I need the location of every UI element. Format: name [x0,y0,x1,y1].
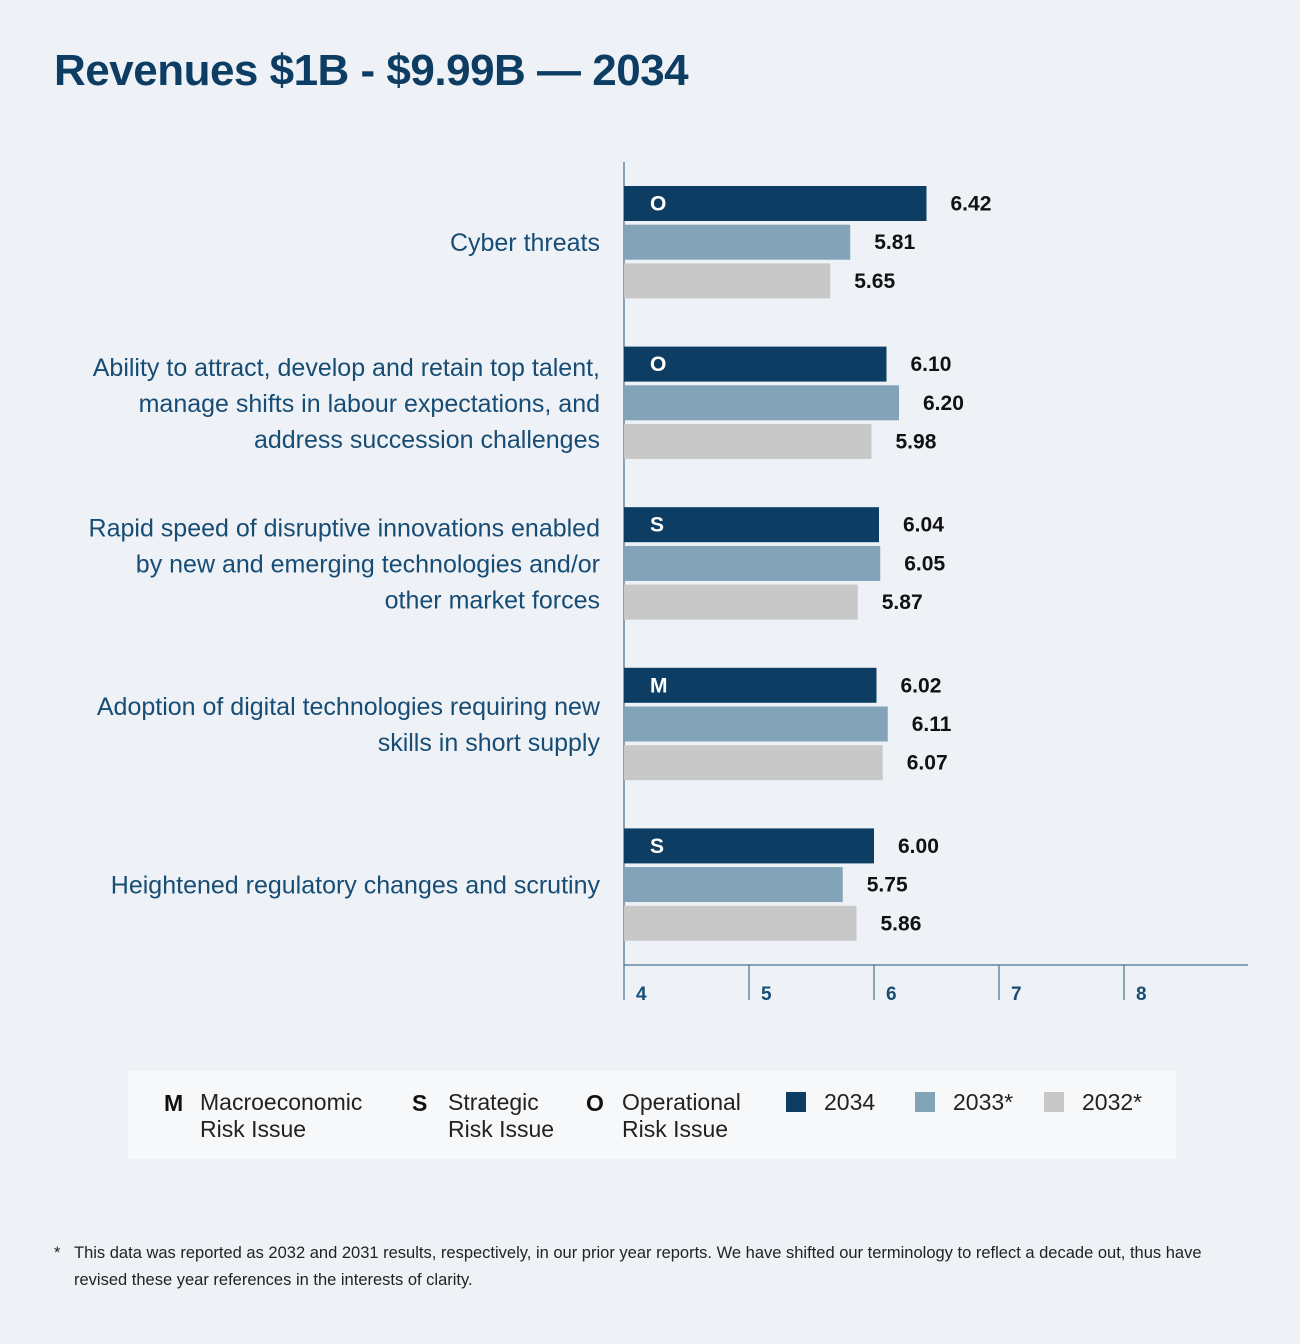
x-tick-label: 6 [886,984,897,1005]
category-label: manage shifts in labour expectations, an… [139,390,600,418]
bar [624,224,851,260]
data-label: 5.86 [881,912,922,935]
legend-text-line: Risk Issue [200,1116,307,1142]
data-label: 6.42 [951,193,992,216]
data-label: 6.00 [898,835,939,858]
category-label: Adoption of digital technologies requiri… [97,693,601,721]
legend-text-line: Strategic [448,1089,539,1115]
bar [624,545,881,581]
footnote: * This data was reported as 2032 and 203… [54,1240,1234,1294]
category-label: Heightened regulatory changes and scruti… [111,872,601,900]
legend-swatch [915,1092,935,1112]
legend-operational: O Operational Risk Issue [586,1089,741,1143]
bar [624,507,879,543]
category-label: skills in short supply [378,729,601,757]
bar [624,186,927,221]
bar [624,346,887,382]
x-tick-label: 5 [761,984,772,1005]
category-label: Ability to attract, develop and retain t… [93,354,600,382]
legend-code-s: S [412,1090,428,1116]
legend-text-line: Operational [622,1089,741,1115]
x-tick-label: 7 [1011,984,1022,1005]
footnote-text: This data was reported as 2032 and 2031 … [74,1244,1202,1289]
legend-year-2032: 2032* [1044,1089,1142,1116]
risk-type-letter: O [650,193,666,216]
category-label: Cyber threats [450,229,600,257]
legend-text-line: Risk Issue [448,1116,555,1142]
bar [624,828,874,864]
risk-type-letter: M [650,674,668,697]
data-label: 5.65 [854,270,895,293]
category-label: other market forces [385,586,600,614]
legend-text-line: Risk Issue [622,1116,729,1142]
category-label: Rapid speed of disruptive innovations en… [89,514,600,542]
risk-type-letter: S [650,835,664,858]
legend-year-label: 2033* [953,1089,1014,1115]
bar [624,667,877,703]
category-label: by new and emerging technologies and/or [136,550,600,578]
legend-year-label: 2034 [824,1089,876,1115]
risk-type-letter: S [650,514,664,537]
data-label: 5.87 [882,591,923,614]
data-label: 6.10 [911,353,952,376]
bar [624,905,857,941]
bar [624,385,899,421]
data-label: 6.04 [903,514,944,537]
risk-type-letter: O [650,353,666,376]
legend-text-line: Macroeconomic [200,1089,363,1115]
data-label: 6.02 [901,674,942,697]
data-label: 5.75 [867,874,908,897]
legend-year-2034: 2034 [786,1089,875,1116]
bar [624,867,843,903]
category-label: address succession challenges [254,426,600,454]
chart-title: Revenues $1B - $9.99B — 2034 [54,46,689,95]
bar-chart: 4 5 6 7 8 6.42 5.81 5.65 O Cyber threats 6.10 6.20 5… [89,162,1248,1005]
bar [624,424,872,459]
legend-year-2033: 2033* [915,1089,1013,1116]
data-label: 6.07 [907,752,948,775]
legend-code-o: O [586,1090,604,1116]
data-label: 6.20 [923,392,964,415]
legend-swatch [786,1092,806,1112]
data-label: 5.98 [896,431,937,454]
data-label: 5.81 [874,231,915,254]
x-tick-label: 8 [1136,984,1147,1005]
legend-year-label: 2032* [1082,1089,1143,1115]
legend-swatch [1044,1092,1064,1112]
bar [624,745,883,781]
legend-code-m: M [164,1090,184,1116]
bar [624,584,858,620]
bar [624,706,888,742]
bar [624,263,831,299]
legend: M Macroeconomic Risk Issue S Strategic R… [128,1071,1176,1159]
data-label: 6.05 [904,552,945,575]
data-label: 6.11 [912,713,952,736]
x-tick-label: 4 [636,984,647,1005]
legend-strategic: S Strategic Risk Issue [412,1089,554,1143]
legend-macroeconomic: M Macroeconomic Risk Issue [164,1089,362,1143]
footnote-marker: * [54,1244,61,1262]
